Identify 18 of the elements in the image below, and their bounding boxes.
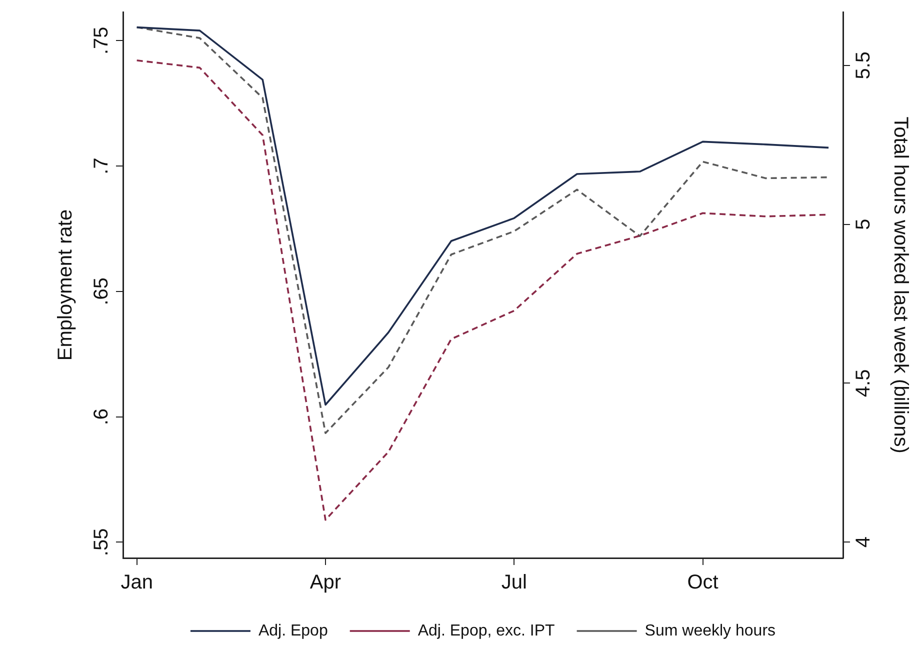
x-tick-label: Jul — [501, 572, 527, 594]
y-tick-label: .7 — [90, 158, 113, 174]
y2-axis-title: Total hours worked last week (billions) — [889, 116, 912, 454]
y-axis-title: Employment rate — [54, 209, 77, 361]
y2-tick-label: 5.5 — [852, 51, 875, 80]
x-tick-label: Jan — [120, 572, 153, 594]
y2-tick-label: 4.5 — [852, 369, 875, 398]
legend-label: Adj. Epop — [258, 622, 328, 640]
y-tick-label: .6 — [90, 408, 113, 426]
y2-tick-label: 5 — [852, 218, 875, 230]
y-tick-label: .75 — [90, 26, 113, 54]
y-tick-label: .65 — [90, 277, 113, 306]
y2-tick-label: 4 — [852, 536, 875, 548]
x-tick-label: Apr — [310, 572, 342, 594]
legend-label: Sum weekly hours — [644, 622, 776, 640]
x-tick-label: Oct — [687, 572, 719, 594]
y-tick-label: .55 — [90, 528, 113, 556]
legend-label: Adj. Epop, exc. IPT — [418, 622, 556, 640]
